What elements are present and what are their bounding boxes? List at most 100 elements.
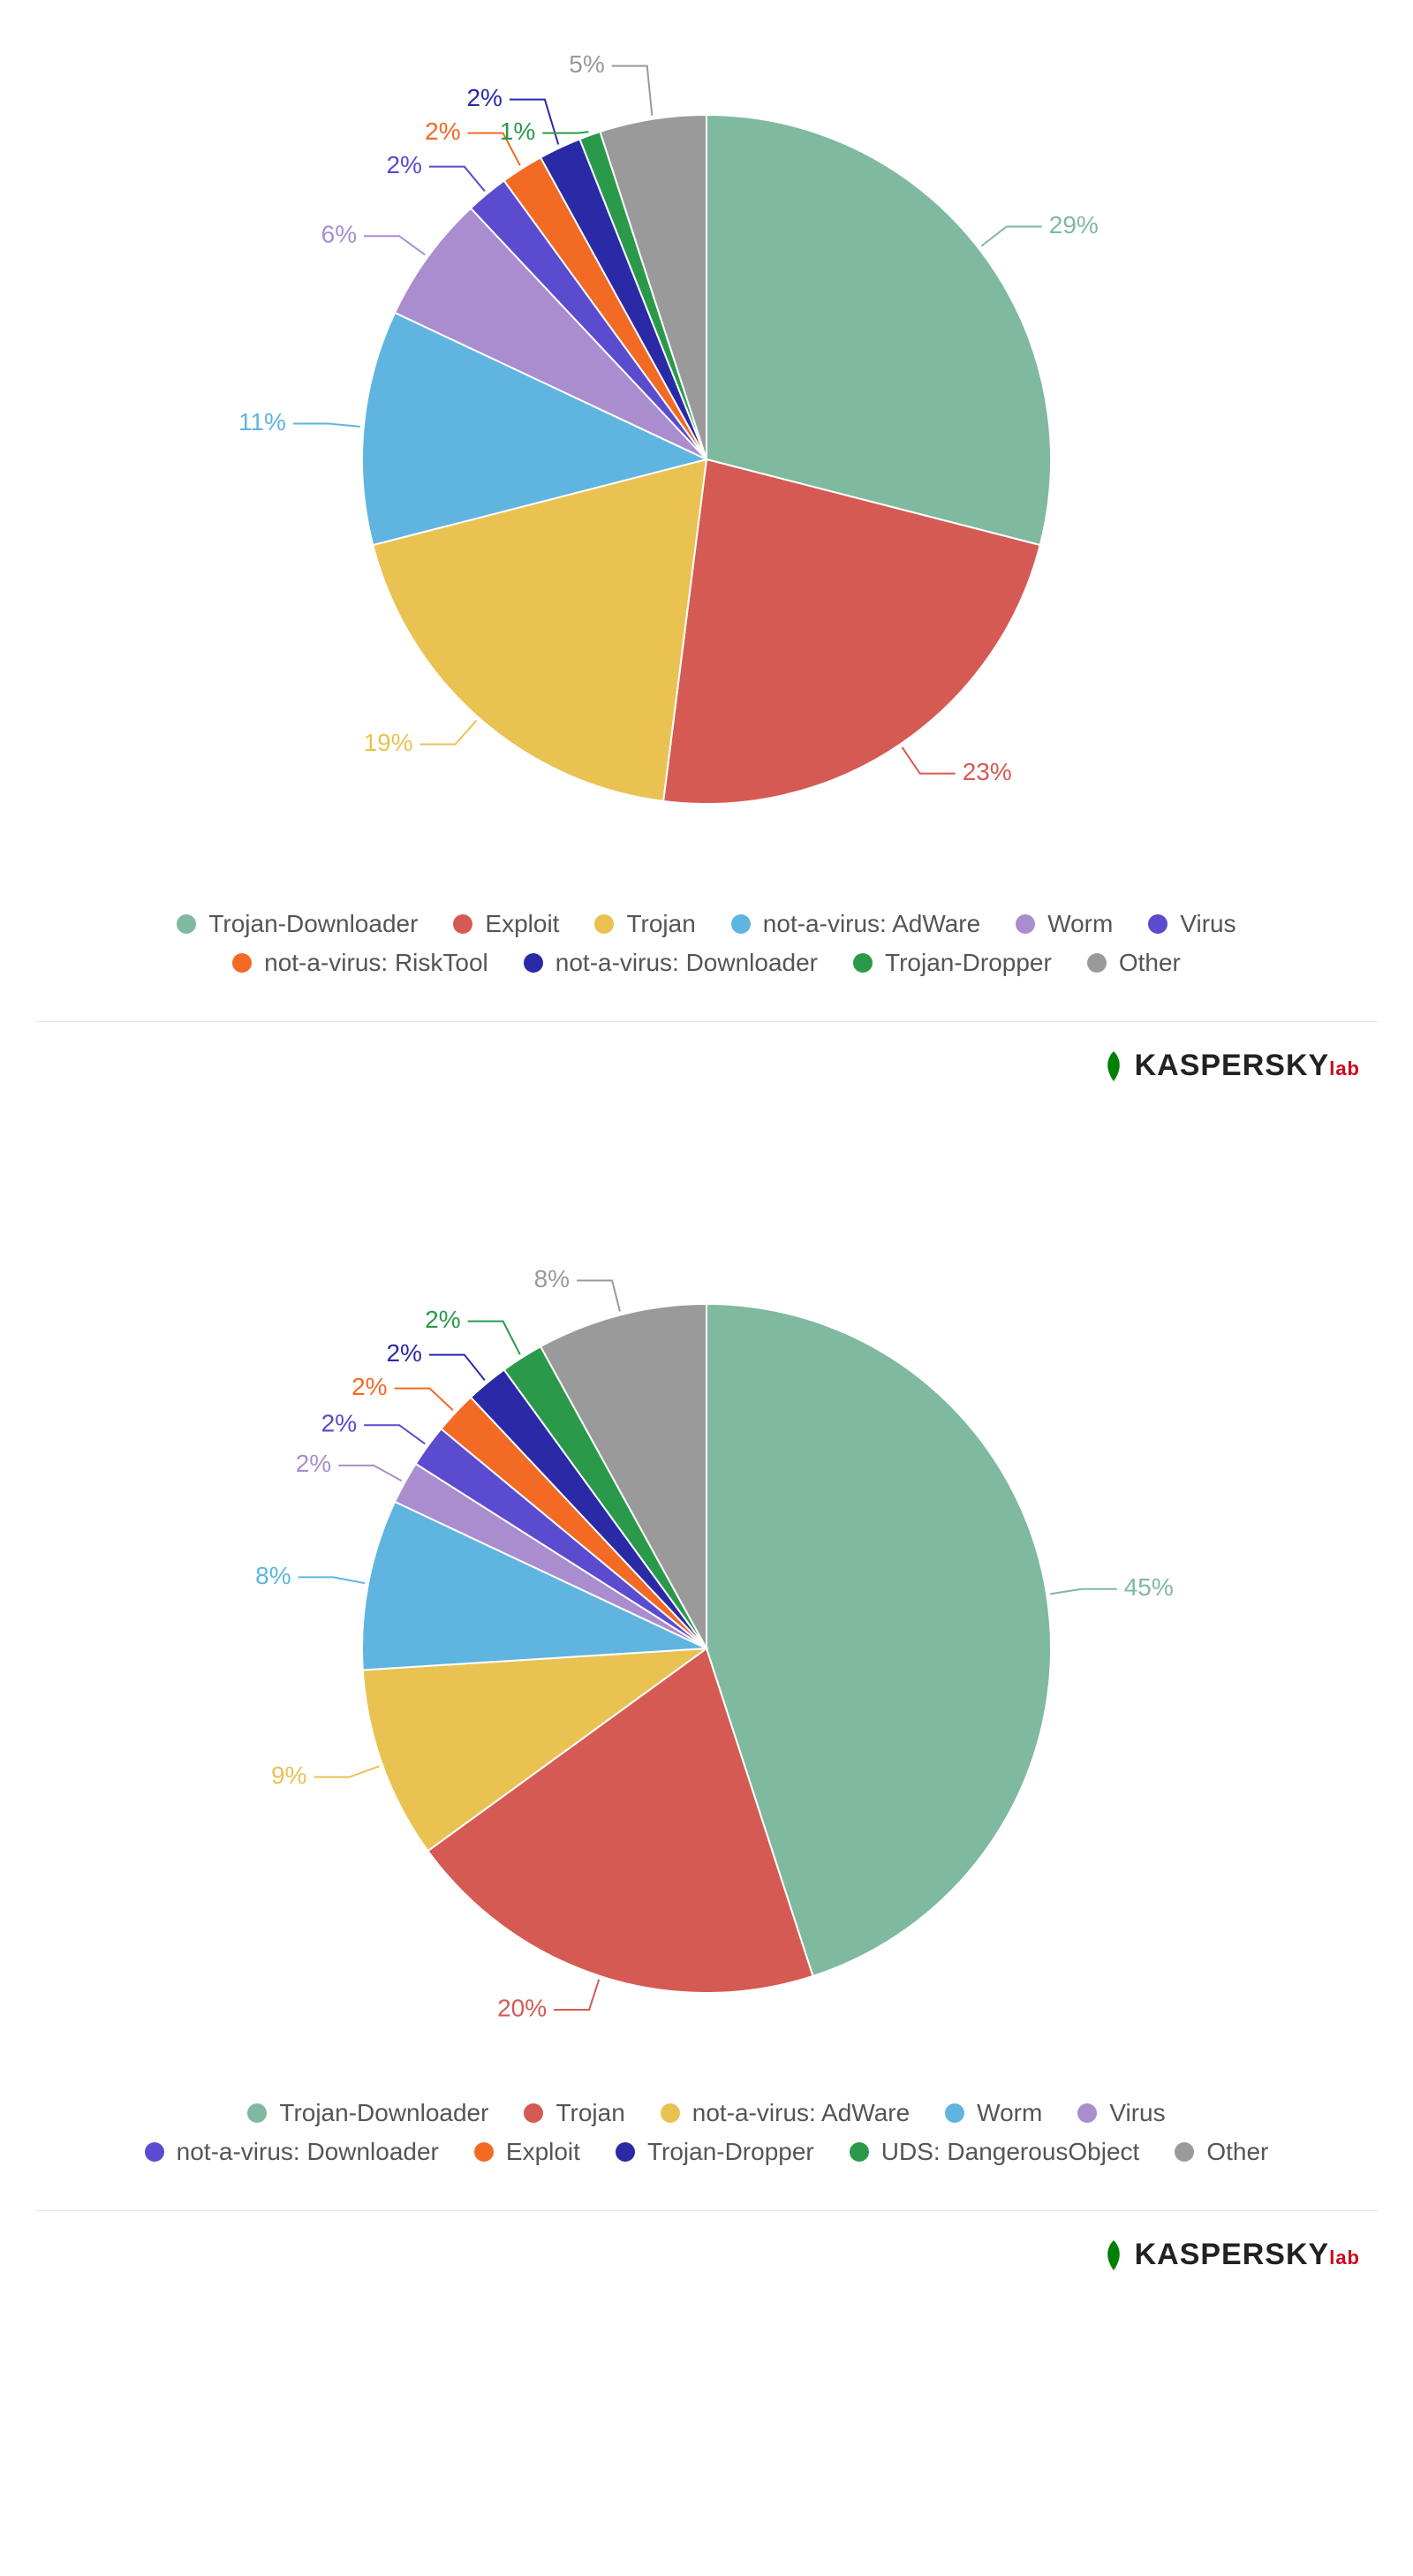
pie-leader [364,1425,425,1443]
pie-slice-label: 23% [963,758,1012,785]
brand-row-2: KASPERSKYlab [0,2211,1413,2360]
legend-item: Trojan [524,2099,624,2127]
legend-label: not-a-virus: AdWare [692,2099,910,2127]
legend-item: Trojan [594,910,695,938]
pie-slice-label: 20% [497,1994,547,2021]
legend-label: Virus [1109,2099,1165,2127]
pie-leader [902,747,955,774]
legend-swatch [731,914,751,934]
pie-leader [293,424,360,427]
legend-label: Exploit [506,2138,580,2166]
legend-swatch [616,2142,635,2162]
legend-swatch [232,953,252,973]
legend-label: Exploit [485,910,559,938]
legend-item: Trojan-Downloader [177,910,418,938]
pie-slice-label: 2% [386,1339,421,1367]
brand-name: KASPERSKY [1135,2238,1330,2271]
legend-label: not-a-virus: Downloader [555,949,818,977]
pie-leader [314,1766,379,1777]
legend-item: not-a-virus: Downloader [524,949,818,977]
legend-label: Trojan-Downloader [279,2099,488,2127]
legend-swatch [453,914,472,934]
legend-swatch [850,2142,869,2162]
pie-slice-label: 2% [425,1306,460,1333]
legend-item: Virus [1148,910,1235,938]
legend-label: Trojan-Dropper [885,949,1052,977]
legend-swatch [594,914,614,934]
brand-logo: KASPERSKYlab [1101,1049,1360,1083]
brand-logo: KASPERSKYlab [1101,2238,1360,2272]
pie-slice-label: 2% [425,117,460,145]
pie-slice-label: 2% [386,151,421,178]
legend-item: Worm [1016,910,1113,938]
pie-slice-label: 29% [1049,211,1099,239]
legend-label: Trojan-Dropper [647,2138,814,2166]
pie-leader [554,1980,599,2010]
legend-item: UDS: DangerousObject [850,2138,1140,2166]
legend-item: Other [1175,2138,1268,2166]
pie-slice-label: 8% [255,1562,291,1589]
pie-slice-label: 9% [271,1762,306,1789]
legend-label: Trojan [555,2099,624,2127]
pie-leader [395,1389,453,1411]
pie-chart-2: 45%20%9%8%2%2%2%2%2%8% [0,1242,1413,2064]
legend-swatch [524,2103,543,2123]
legend-swatch [1077,2103,1097,2123]
legend-item: not-a-virus: RiskTool [232,949,488,977]
pie-leader [429,167,485,192]
legend-label: not-a-virus: AdWare [763,910,980,938]
pie-slice-label: 8% [534,1265,570,1292]
pie-slice-label: 19% [364,729,413,756]
legend-label: not-a-virus: Downloader [177,2138,439,2166]
legend-label: Virus [1180,910,1235,938]
pie-chart-1: 29%23%19%11%6%2%2%2%1%5% [0,53,1413,875]
pie-leader [468,1322,520,1355]
legend-item: Trojan-Downloader [247,2099,488,2127]
legend-swatch [945,2103,964,2123]
legend-item: not-a-virus: AdWare [661,2099,910,2127]
legend-label: Trojan [626,910,695,938]
legend-label: UDS: DangerousObject [881,2138,1140,2166]
chart-panel-2: 45%20%9%8%2%2%2%2%2%8% Trojan-Downloader… [0,1189,1413,2378]
pie-leader [420,721,477,745]
legend-label: Worm [977,2099,1042,2127]
legend-item: Other [1087,949,1181,977]
pie-leader [577,1281,620,1312]
brand-leaf-icon [1101,1049,1126,1083]
pie-slice-label: 2% [466,84,502,111]
pie-leader [1050,1589,1117,1595]
pie-leader [429,1355,485,1381]
brand-suffix: lab [1329,1057,1360,1080]
legend-item: Worm [945,2099,1042,2127]
pie-wrap-2: 45%20%9%8%2%2%2%2%2%8% [0,1242,1413,2064]
legend-swatch [1175,2142,1194,2162]
pie-leader [298,1577,365,1583]
brand-suffix: lab [1329,2246,1360,2269]
brand-text: KASPERSKYlab [1135,1049,1360,1083]
brand-leaf-icon [1101,2239,1126,2272]
brand-row-1: KASPERSKYlab [0,1022,1413,1171]
legend-swatch [145,2142,164,2162]
legend-1: Trojan-Downloader Exploit Trojan not-a-viru… [0,875,1413,1021]
legend-swatch [474,2142,494,2162]
pie-slice-label: 5% [569,53,604,78]
legend-2: Trojan-Downloader Trojan not-a-virus: AdWa… [0,2064,1413,2210]
legend-swatch [1016,914,1035,934]
legend-label: Trojan-Downloader [208,910,418,938]
brand-name: KASPERSKY [1135,1049,1330,1082]
pie-slice-label: 11% [238,408,286,436]
legend-item: Trojan-Dropper [616,2138,814,2166]
legend-swatch [853,953,873,973]
legend-label: Worm [1047,910,1113,938]
legend-item: Virus [1077,2099,1165,2127]
pie-leader [364,236,425,254]
legend-item: not-a-virus: Downloader [145,2138,439,2166]
pie-slice-label: 6% [321,221,357,248]
brand-text: KASPERSKYlab [1135,2238,1360,2272]
pie-leader [542,132,588,133]
pie-leader [612,66,653,116]
legend-label: Other [1119,949,1181,977]
legend-item: Trojan-Dropper [853,949,1052,977]
legend-label: Other [1206,2138,1268,2166]
page: 29%23%19%11%6%2%2%2%1%5% Trojan-Download… [0,0,1413,2378]
